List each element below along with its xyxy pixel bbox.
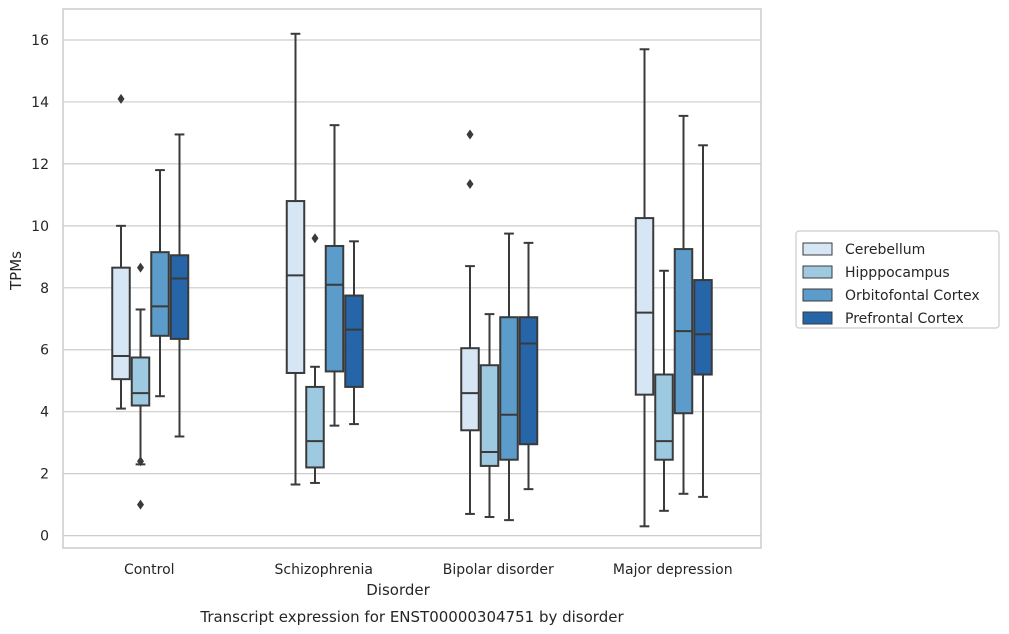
box-body <box>285 200 306 374</box>
box-body <box>518 316 539 446</box>
box-body <box>111 266 131 381</box>
y-tick-label: 0 <box>40 529 49 545</box>
legend-label: Cerebellum <box>845 242 925 258</box>
box-orbitofontal-cortex <box>324 124 345 427</box>
box-body <box>634 217 655 396</box>
plot-frame <box>62 8 762 549</box>
box-hipppocampus <box>479 313 500 519</box>
chart-caption: Transcript expression for ENST0000030475… <box>199 608 624 626</box>
outlier-point <box>466 129 474 140</box>
box-cerebellum <box>634 48 655 528</box>
legend-label: Hipppocampus <box>845 265 950 281</box>
outlier-point <box>137 262 144 273</box>
box-cerebellum <box>285 32 306 486</box>
box-body <box>499 316 519 461</box>
legend-label: Orbitofontal Cortex <box>845 288 980 304</box>
box-prefrontal-cortex <box>693 144 713 498</box>
box-body <box>460 347 480 432</box>
box-hipppocampus <box>130 262 151 510</box>
box-prefrontal-cortex <box>344 240 364 426</box>
x-axis-ticks: Control Schizophrenia Bipolar disorder Majo… <box>124 562 733 578</box>
y-tick-label: 14 <box>31 95 49 111</box>
y-tick-label: 6 <box>40 343 49 359</box>
y-tick-label: 10 <box>31 219 49 235</box>
box-orbitofontal-cortex <box>673 114 694 495</box>
box-orbitofontal-cortex <box>499 232 519 522</box>
box-body <box>169 254 190 340</box>
box-body <box>479 364 500 467</box>
x-tick-label: Bipolar disorder <box>443 562 554 578</box>
outlier-point <box>137 456 144 467</box>
x-axis-label: Disorder <box>366 581 430 599</box>
y-tick-label: 8 <box>40 281 49 297</box>
legend-swatch <box>802 265 833 279</box>
box-body <box>130 356 151 407</box>
outlier-point <box>137 499 144 510</box>
y-tick-label: 4 <box>40 405 49 421</box>
box-body <box>305 385 325 469</box>
outlier-point <box>311 233 319 244</box>
box-plot-area <box>111 32 713 528</box>
x-tick-label: Control <box>124 562 175 578</box>
y-tick-label: 12 <box>31 157 49 173</box>
box-prefrontal-cortex <box>518 241 539 491</box>
legend-swatch <box>802 288 833 302</box>
box-orbitofontal-cortex <box>150 169 170 398</box>
x-tick-label: Schizophrenia <box>275 562 373 578</box>
outlier-point <box>466 179 474 190</box>
legend-label: Prefrontal Cortex <box>845 311 964 327</box>
legend-swatch <box>802 311 833 325</box>
y-tick-label: 2 <box>40 467 49 483</box>
box-cerebellum <box>460 129 480 515</box>
y-axis-ticks: 0 2 4 6 8 10 12 14 16 <box>31 33 49 545</box>
box-body <box>654 373 674 461</box>
box-cerebellum <box>111 93 131 410</box>
box-hipppocampus <box>654 269 674 512</box>
box-body <box>150 251 170 337</box>
box-body <box>344 294 364 388</box>
y-axis-label: TPMs <box>7 251 25 291</box>
x-tick-label: Major depression <box>613 562 733 578</box>
box-body <box>324 244 345 373</box>
legend-swatch <box>802 242 833 256</box>
legend: Cerebellum Hipppocampus Orbitofontal Corte… <box>795 230 1000 329</box>
legend-frame <box>795 230 1000 329</box>
outlier-point <box>117 93 125 104</box>
y-tick-label: 16 <box>31 33 49 49</box>
box-body <box>693 279 713 376</box>
box-prefrontal-cortex <box>169 133 190 438</box>
box-hipppocampus <box>305 233 325 484</box>
